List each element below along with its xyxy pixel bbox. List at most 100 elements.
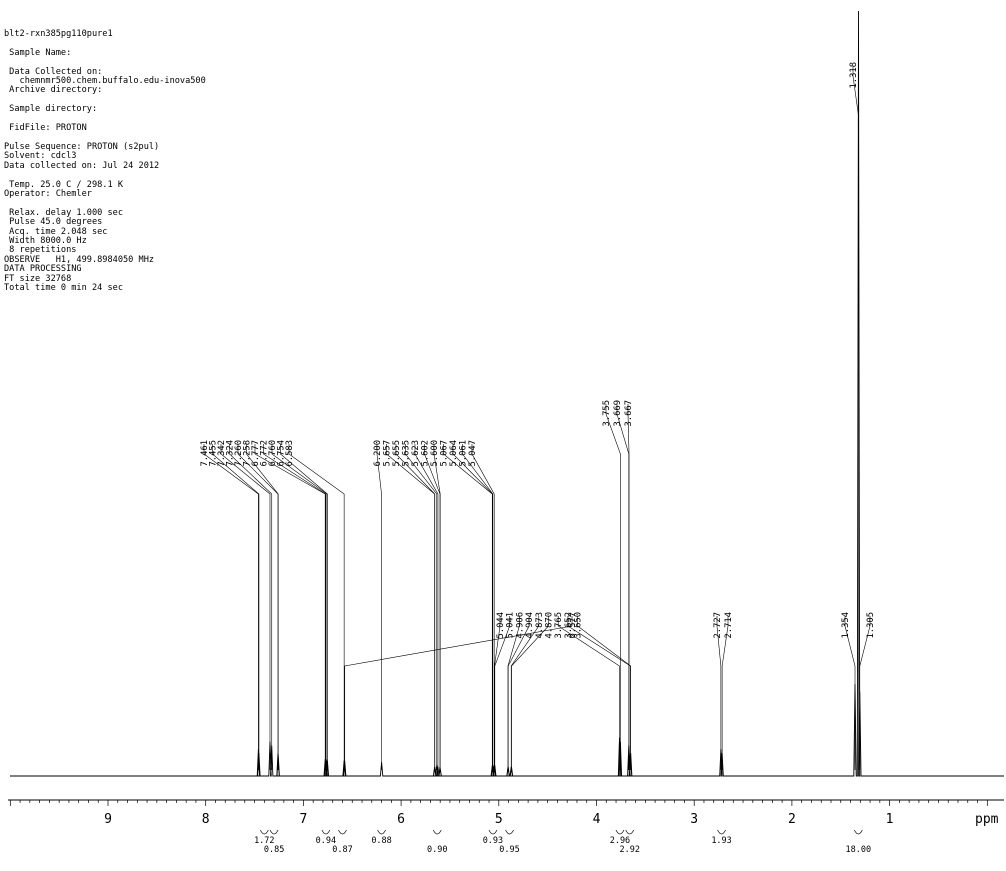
peak-leader-line xyxy=(557,616,620,770)
integral-bracket xyxy=(432,829,442,835)
integral-bracket xyxy=(488,829,498,835)
integral-value: 0.88 xyxy=(371,836,391,846)
integral-bracket xyxy=(854,829,863,835)
x-tick-label: 2 xyxy=(788,812,796,827)
integral-value: 0.90 xyxy=(427,845,447,855)
x-tick-label: 5 xyxy=(495,812,503,827)
peak-leader-line xyxy=(443,444,493,770)
peak-leader-line xyxy=(229,444,273,770)
peak-label: 7.260 xyxy=(234,440,244,466)
peak-label: 4.873 xyxy=(535,612,545,638)
peak-label: 7.324 xyxy=(226,440,236,466)
peak-label: 5.600 xyxy=(430,440,440,466)
peak-leader-line xyxy=(280,444,328,770)
peak-leader-line xyxy=(844,616,856,770)
peak-label: 6.200 xyxy=(373,440,383,466)
peak-label: 5.635 xyxy=(402,440,412,466)
peak-label: 5.602 xyxy=(421,440,431,466)
peak-label: 5.064 xyxy=(449,440,459,466)
peak-leader-line xyxy=(386,444,435,770)
integral-value: 0.93 xyxy=(483,836,503,846)
peak-label: 6.577 xyxy=(568,612,578,638)
acquisition-parameters: blt2-rxn385pg110pure1 Sample Name: Data … xyxy=(4,29,334,293)
peak-leader-line xyxy=(721,616,729,770)
peak-leader-line xyxy=(246,444,279,770)
x-tick-label: 9 xyxy=(104,812,112,827)
header-line: blt2-rxn385pg110pure1 xyxy=(4,29,113,39)
peak-leader-line xyxy=(203,444,259,770)
integral-value: 18.00 xyxy=(846,845,872,855)
integral-bracket xyxy=(717,829,726,835)
header-line: chemnmr500.chem.buffalo.edu-inova500 xyxy=(4,76,206,87)
peak-leader-line xyxy=(433,444,441,770)
header-line: Data Collected on: xyxy=(4,66,103,77)
peak-label: 7.258 xyxy=(243,440,253,466)
peak-leader-line xyxy=(462,444,494,770)
x-tick-label: 7 xyxy=(299,812,307,827)
integral-value: 0.95 xyxy=(499,845,519,855)
header-line: OBSERVE H1, 499.8984050 MHz xyxy=(4,254,155,265)
peak-leader-line xyxy=(212,444,260,770)
peak-label: 5.623 xyxy=(411,440,421,466)
peak-label: 3.765 xyxy=(554,612,564,638)
peak-leader-line xyxy=(376,444,382,770)
peak-label: 3.650 xyxy=(574,612,584,638)
integral-bracket xyxy=(615,829,625,835)
header-line: Relax. delay 1.000 sec xyxy=(4,207,123,218)
x-axis-label: ppm xyxy=(975,812,999,827)
integral-bracket xyxy=(505,829,514,835)
peak-leader-line xyxy=(471,444,495,770)
peak-label: 5.044 xyxy=(496,612,506,638)
integral-value: 2.92 xyxy=(619,845,639,855)
peak-leader-line xyxy=(605,404,621,770)
peak-label: 6.772 xyxy=(260,440,270,466)
integral-value: 1.93 xyxy=(711,836,731,846)
peak-leader-line xyxy=(577,616,631,770)
integral-bracket xyxy=(269,829,279,835)
header-line: Total time 0 min 24 sec xyxy=(4,282,123,293)
peak-leader-line xyxy=(405,444,438,770)
peak-label: 5.067 xyxy=(440,440,450,466)
peak-label: 3.669 xyxy=(613,400,623,426)
peak-label: 3.755 xyxy=(602,400,612,426)
peak-leader-line xyxy=(395,444,436,770)
peak-label: 2.727 xyxy=(713,612,723,638)
peak-leader-line xyxy=(716,616,722,770)
x-tick-label: 8 xyxy=(202,812,210,827)
peak-label: 5.655 xyxy=(392,440,402,466)
peak-leader-line xyxy=(254,444,326,770)
x-tick-label: 6 xyxy=(397,812,405,827)
peak-label: 3.667 xyxy=(624,400,634,426)
header-line: Solvent: cdcl3 xyxy=(4,151,77,162)
header-line: FT size 32768 xyxy=(4,273,72,284)
peak-leader-line xyxy=(627,404,630,770)
peak-label: 7.455 xyxy=(209,440,219,466)
peak-leader-line xyxy=(859,616,871,770)
peak-leader-line xyxy=(507,616,530,770)
peak-label: 1.318 xyxy=(849,62,859,88)
header-line: Width 8000.0 Hz xyxy=(4,235,87,246)
peak-label: 6.583 xyxy=(285,440,295,466)
integral-bracket xyxy=(377,829,386,835)
header-line: DATA PROCESSING xyxy=(4,264,82,275)
header-line: Data collected on: Jul 24 2012 xyxy=(4,160,160,171)
peak-leader-line xyxy=(852,66,859,770)
header-line: Operator: Chemler xyxy=(4,188,92,199)
peak-label: 4.904 xyxy=(525,612,535,638)
peak-label: 6.760 xyxy=(268,440,278,466)
peak-label: 7.461 xyxy=(200,440,210,466)
header-line: Sample directory: xyxy=(4,104,98,115)
peak-label: 6.777 xyxy=(251,440,261,466)
spectrum-trace xyxy=(10,10,1004,777)
integral-value: 1.72 xyxy=(254,836,274,846)
integral-value: 2.96 xyxy=(610,836,630,846)
x-tick-label: 1 xyxy=(886,812,894,827)
peak-label: 5.657 xyxy=(383,440,393,466)
peak-label: 5.041 xyxy=(506,612,516,638)
header-line: Pulse 45.0 degrees xyxy=(4,217,103,228)
x-tick-label: 3 xyxy=(690,812,698,827)
header-line: Pulse Sequence: PROTON (s2pul) xyxy=(4,141,160,152)
integral-value: 0.85 xyxy=(264,845,284,855)
peak-label: 2.714 xyxy=(724,612,734,638)
